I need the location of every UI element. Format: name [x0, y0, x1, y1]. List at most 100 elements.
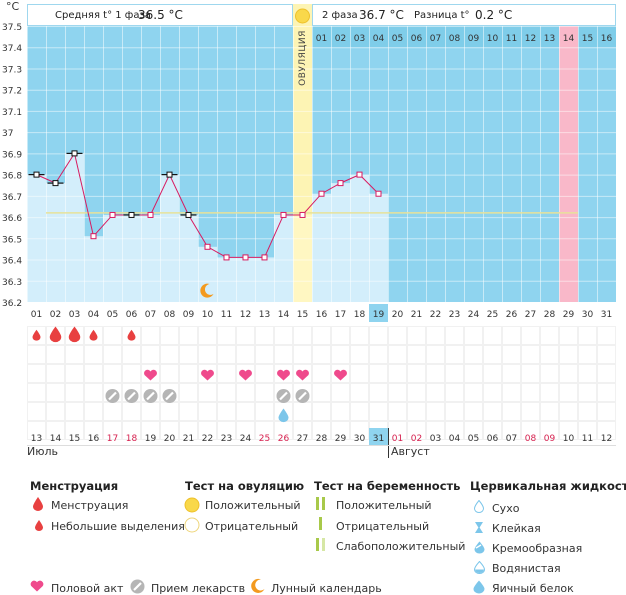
symptom-cell [426, 421, 445, 440]
symptom-cell [483, 326, 502, 345]
symptom-cell [521, 402, 540, 421]
x-day-label: 12 [240, 310, 251, 320]
symptom-cell [217, 364, 236, 383]
symptom-cell [350, 421, 369, 440]
top-day-label: 06 [411, 34, 423, 44]
symptom-cell [255, 402, 274, 421]
bottom-date-label: 29 [335, 434, 347, 444]
legend-spotting-item: Небольшие выделения [51, 520, 185, 533]
symptom-cell [179, 345, 198, 364]
bottom-date-label: 02 [411, 434, 422, 444]
temperature-point [242, 254, 249, 261]
top-day-label: 03 [354, 34, 365, 44]
symptom-cell [122, 326, 141, 345]
bottom-date-label: 07 [506, 434, 517, 444]
symptom-cell [388, 383, 407, 402]
heart-icon [30, 580, 44, 592]
bottom-date-label: 23 [221, 434, 232, 444]
symptom-cell [122, 402, 141, 421]
pregnancy-faint-icon [316, 538, 325, 551]
bottom-date-label: 12 [601, 434, 612, 444]
symptom-cell [407, 421, 426, 440]
symptom-cell [464, 326, 483, 345]
temperature-bar [255, 257, 274, 302]
temperature-point [185, 211, 192, 218]
moon-icon [251, 578, 265, 593]
symptom-cell [407, 364, 426, 383]
symptom-cell [122, 421, 141, 440]
symptom-cell [540, 402, 559, 421]
symptom-cell [521, 345, 540, 364]
symptom-cell [540, 383, 559, 402]
temperature-point [166, 171, 173, 178]
x-day-label: 09 [183, 310, 195, 320]
bottom-date-label: 01 [392, 434, 403, 444]
symptom-cell [160, 326, 179, 345]
symptom-cell [84, 345, 103, 364]
symptom-cell [502, 326, 521, 345]
symptom-cell [445, 364, 464, 383]
top-day-label: 11 [506, 34, 517, 44]
bottom-date-label: 03 [430, 434, 441, 444]
y-tick-label: 37.1 [2, 108, 22, 118]
y-tick-label: 37.2 [2, 87, 22, 97]
symptom-cell [331, 364, 350, 383]
symptom-cell [502, 421, 521, 440]
temperature-point [356, 171, 363, 178]
temperature-point [337, 180, 344, 187]
temperature-point [299, 211, 306, 218]
small-drop-icon [32, 329, 41, 341]
temperature-bar [141, 214, 160, 302]
x-day-label: 15 [297, 310, 308, 320]
symptom-cell [312, 402, 331, 421]
symptom-cell [521, 421, 540, 440]
symptom-cell [312, 345, 331, 364]
x-day-label: 01 [31, 310, 42, 320]
symptom-cell [369, 326, 388, 345]
legend-pregnancy-test-title: Тест на беременность [314, 479, 461, 493]
bottom-date-label: 17 [107, 434, 118, 444]
temperature-point [109, 211, 116, 218]
bottom-date-label: 13 [31, 434, 42, 444]
symptom-cell [426, 345, 445, 364]
pill-stripe [279, 391, 288, 401]
legend-creamy: Кремообразная [492, 542, 583, 555]
phase1-label: Средняя t° 1 фаза [55, 10, 151, 21]
symptom-cell [103, 364, 122, 383]
x-day-label: 29 [563, 310, 575, 320]
symptom-cell [198, 421, 217, 440]
symptom-cell [217, 326, 236, 345]
symptom-cell [445, 402, 464, 421]
bottom-date-label: 18 [126, 434, 138, 444]
top-day-label: 15 [582, 34, 593, 44]
y-tick-label: 36.9 [2, 150, 22, 160]
temperature-bar [65, 153, 84, 302]
heart-icon [277, 369, 290, 381]
temperature-point [375, 190, 382, 197]
symptom-cell [483, 345, 502, 364]
heart-icon [334, 369, 347, 381]
legend-medication: Прием лекарств [151, 582, 246, 595]
symptom-cell [46, 421, 65, 440]
pill-stripe [165, 391, 174, 401]
symptom-cell [27, 402, 46, 421]
temperature-bar [122, 214, 141, 302]
dry-icon [474, 500, 484, 513]
top-day-label: 02 [335, 34, 346, 44]
bottom-date-label: 28 [316, 434, 328, 444]
y-tick-label: 36.2 [2, 299, 22, 309]
symptom-cell [103, 326, 122, 345]
y-tick-label: 37.4 [2, 44, 22, 54]
legend-watery: Водянистая [492, 562, 561, 575]
symptom-cell [160, 402, 179, 421]
symptom-cell [331, 326, 350, 345]
symptom-cell [236, 383, 255, 402]
legend-cervical-title: Цервикальная жидкость [470, 479, 626, 493]
symptom-cell [84, 421, 103, 440]
x-day-label: 13 [259, 310, 270, 320]
pregnancy-negative-icon [319, 517, 322, 530]
symptom-cell [540, 421, 559, 440]
bottom-date-label: 27 [297, 434, 308, 444]
bottom-date-label: 04 [449, 434, 461, 444]
